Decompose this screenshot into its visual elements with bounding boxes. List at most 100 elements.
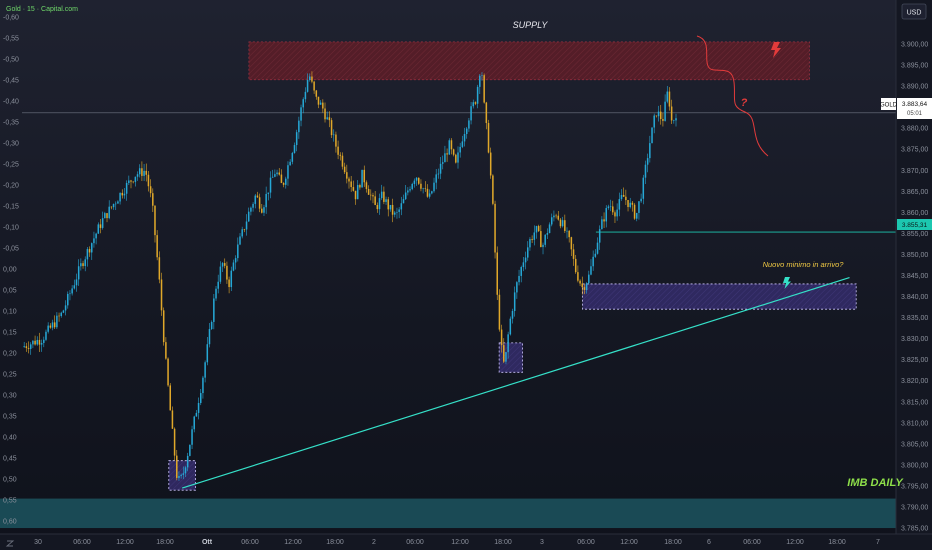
candle-body bbox=[413, 180, 416, 184]
candle-body bbox=[564, 220, 566, 231]
candle-body bbox=[505, 352, 507, 362]
candle-body bbox=[156, 235, 158, 258]
candle-body bbox=[304, 91, 307, 100]
left-tick-label: 0,60 bbox=[3, 519, 17, 526]
candle-body bbox=[629, 202, 631, 208]
zone-imb-daily bbox=[0, 498, 896, 529]
candle-body bbox=[302, 99, 304, 108]
candle-body bbox=[472, 102, 475, 107]
supply-label: SUPPLY bbox=[513, 20, 549, 30]
candle-body bbox=[631, 202, 634, 205]
candle-body bbox=[548, 224, 551, 234]
candle-body bbox=[136, 174, 139, 177]
candle-body bbox=[622, 194, 625, 197]
bottom-tick-label: 18:00 bbox=[828, 539, 846, 546]
candle-body bbox=[308, 76, 311, 80]
question-mark-label: ? bbox=[741, 97, 748, 109]
left-tick-label: -0,35 bbox=[3, 120, 19, 127]
candle-body bbox=[282, 182, 285, 185]
candle-body bbox=[276, 172, 278, 175]
candle-body bbox=[245, 221, 248, 230]
timezone-icon[interactable] bbox=[5, 540, 15, 547]
candle-body bbox=[535, 226, 538, 233]
candle-body bbox=[557, 215, 560, 220]
candle-body bbox=[435, 174, 437, 183]
candle-body bbox=[287, 165, 289, 179]
candle-body bbox=[202, 377, 204, 394]
candle-body bbox=[546, 233, 549, 235]
candle-body bbox=[60, 312, 63, 317]
candle-body bbox=[199, 393, 202, 403]
left-tick-label: 0,05 bbox=[3, 288, 17, 295]
trendline[interactable] bbox=[181, 277, 850, 489]
candle-body bbox=[526, 247, 529, 258]
candle-body bbox=[642, 177, 645, 199]
candle-body bbox=[313, 81, 315, 91]
candle-body bbox=[241, 229, 243, 237]
left-tick-label: 0,35 bbox=[3, 414, 17, 421]
candle-body bbox=[263, 207, 265, 213]
candle-body bbox=[289, 161, 291, 166]
candle-body bbox=[618, 199, 621, 210]
level-tag-value: 3.855,31 bbox=[902, 222, 928, 229]
candle-body bbox=[27, 348, 30, 349]
chart-lines bbox=[22, 112, 896, 489]
candle-body bbox=[112, 204, 115, 208]
bottom-tick-label: 06:00 bbox=[73, 539, 91, 546]
candle-body bbox=[195, 412, 198, 417]
candle-body bbox=[544, 234, 546, 245]
candle-body bbox=[457, 152, 459, 163]
candle-body bbox=[633, 204, 636, 219]
candle-body bbox=[311, 76, 313, 82]
candle-body bbox=[389, 204, 392, 210]
candle-body bbox=[566, 230, 568, 232]
candle-body bbox=[444, 153, 446, 163]
price-tag-countdown: 05:01 bbox=[907, 111, 923, 117]
price-tag-value: 3.883,64 bbox=[902, 101, 928, 108]
right-tick-label: 3.820,00 bbox=[901, 378, 928, 385]
candle-body bbox=[239, 236, 241, 245]
bottom-tick-label: 12:00 bbox=[786, 539, 804, 546]
candle-body bbox=[452, 149, 455, 155]
candle-body bbox=[627, 200, 629, 208]
currency-button-bg[interactable] bbox=[901, 3, 927, 20]
candle-body bbox=[339, 154, 342, 156]
candle-body bbox=[422, 188, 424, 189]
bottom-tick-label: 18:00 bbox=[664, 539, 682, 546]
candle-body bbox=[513, 292, 516, 312]
left-tick-label: 0,50 bbox=[3, 477, 17, 484]
candle-body bbox=[337, 146, 339, 155]
candle-body bbox=[234, 258, 237, 263]
candle-body bbox=[182, 473, 185, 475]
candle-body bbox=[295, 132, 298, 146]
candle-body bbox=[191, 429, 193, 445]
candle-body bbox=[254, 195, 257, 204]
candle-body bbox=[638, 201, 640, 213]
candle-body bbox=[189, 444, 191, 456]
candle-body bbox=[77, 266, 80, 280]
candle-body bbox=[531, 239, 533, 240]
candle-body bbox=[540, 231, 542, 248]
candle-body bbox=[45, 331, 47, 340]
candle-body bbox=[649, 143, 651, 159]
bottom-tick-label: 2 bbox=[372, 539, 376, 546]
candle-body bbox=[138, 168, 141, 175]
candle-body bbox=[635, 212, 638, 219]
candle-body bbox=[69, 293, 71, 295]
candle-body bbox=[651, 127, 653, 144]
candle-body bbox=[463, 134, 466, 142]
candles bbox=[23, 71, 677, 481]
candle-body bbox=[49, 325, 52, 328]
right-tick-label: 3.825,00 bbox=[901, 357, 928, 364]
candle-body bbox=[370, 194, 372, 196]
currency-label[interactable]: USD bbox=[907, 10, 922, 17]
candle-body bbox=[568, 230, 570, 238]
candle-body bbox=[335, 134, 337, 147]
candle-body bbox=[455, 154, 457, 163]
candle-body bbox=[424, 188, 427, 189]
bottom-tick-label: 3 bbox=[540, 539, 544, 546]
left-tick-label: 0,10 bbox=[3, 309, 17, 316]
candle-body bbox=[367, 188, 370, 195]
right-tick-label: 3.840,00 bbox=[901, 294, 928, 301]
